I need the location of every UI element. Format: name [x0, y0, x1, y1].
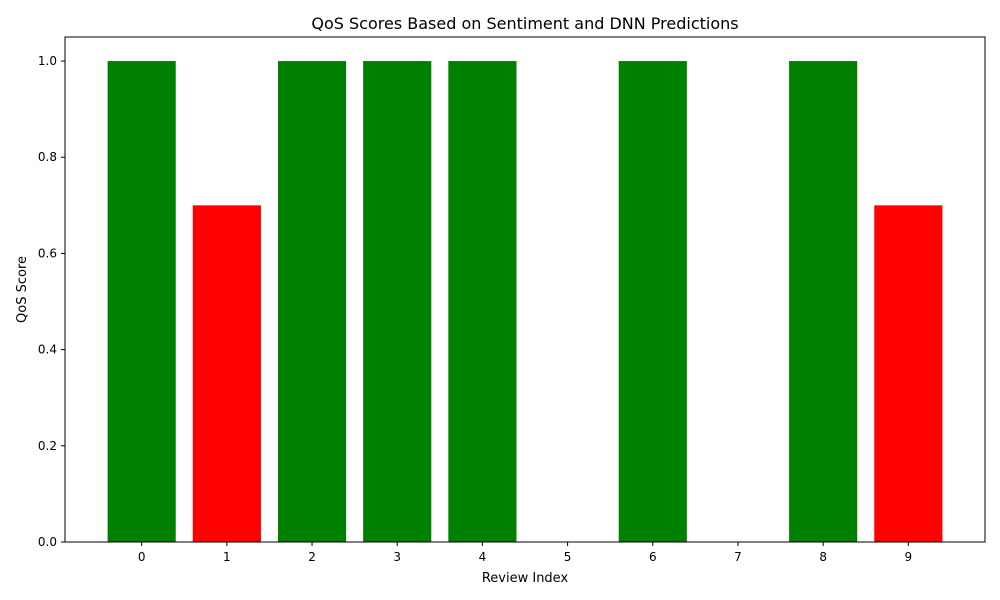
x-tick-label: 9 — [905, 550, 913, 564]
bar-4 — [448, 61, 517, 543]
x-tick-label: 0 — [138, 550, 146, 564]
bar-2 — [277, 61, 347, 543]
y-tick-label: 0.2 — [38, 439, 57, 453]
y-axis-label: QoS Score — [15, 256, 30, 323]
bar-8 — [789, 61, 858, 543]
y-tick-label: 1.0 — [38, 54, 57, 68]
x-axis-ticks: 0 1 2 3 4 5 6 7 8 9 — [138, 542, 912, 564]
bar-6 — [618, 61, 687, 543]
x-tick-label: 1 — [223, 550, 231, 564]
x-tick-label: 4 — [479, 550, 487, 564]
bar-9 — [874, 205, 943, 543]
x-tick-label: 5 — [564, 550, 572, 564]
bar-1 — [192, 205, 261, 543]
bar-3 — [363, 61, 432, 543]
x-tick-label: 2 — [308, 550, 316, 564]
bars-group — [107, 61, 943, 543]
x-tick-label: 3 — [393, 550, 401, 564]
x-axis-label: Review Index — [482, 571, 569, 586]
y-tick-label: 0.8 — [38, 150, 57, 164]
y-axis-ticks: 0.0 0.2 0.4 0.6 0.8 1.0 — [38, 54, 65, 549]
y-tick-label: 0.4 — [38, 343, 57, 357]
y-tick-label: 0.0 — [38, 535, 57, 549]
y-tick-label: 0.6 — [38, 246, 57, 260]
x-tick-label: 6 — [649, 550, 657, 564]
x-tick-label: 8 — [819, 550, 827, 564]
plot-frame — [64, 36, 986, 543]
bar-0 — [107, 61, 176, 543]
x-tick-label: 7 — [734, 550, 742, 564]
chart-title: QoS Scores Based on Sentiment and DNN Pr… — [311, 14, 738, 33]
